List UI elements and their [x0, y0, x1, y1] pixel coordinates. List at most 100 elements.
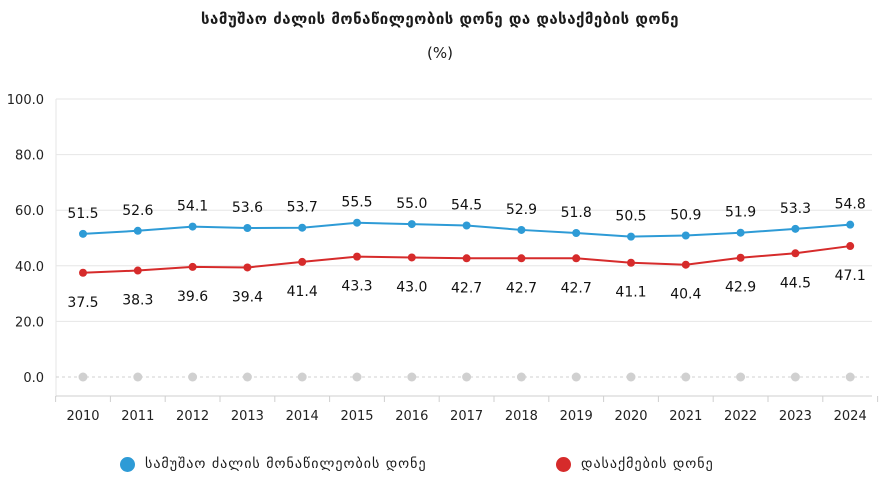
baseline-marker — [516, 372, 526, 382]
data-label: 52.9 — [506, 202, 537, 218]
legend-item-employment[interactable]: დასაქმების დონე — [556, 456, 714, 472]
data-label: 54.5 — [451, 197, 482, 213]
data-label: 47.1 — [835, 268, 866, 284]
data-point — [846, 242, 855, 251]
chart-title: სამუშაო ძალის მონაწილეობის დონე და დასაქ… — [200, 10, 679, 28]
x-tick-label: 2016 — [395, 409, 428, 424]
data-label: 50.9 — [670, 207, 701, 223]
data-point — [627, 232, 635, 241]
data-point — [353, 252, 361, 261]
x-tick-label: 2022 — [724, 409, 757, 424]
x-tick-label: 2024 — [834, 409, 867, 424]
data-label: 39.6 — [177, 289, 208, 305]
data-point — [517, 254, 526, 263]
data-label: 50.5 — [615, 209, 646, 225]
data-point — [243, 223, 252, 232]
x-tick-label: 2011 — [121, 409, 154, 424]
data-point — [572, 228, 581, 237]
baseline-marker — [681, 372, 691, 382]
data-point — [791, 249, 800, 258]
data-label: 43.3 — [341, 279, 372, 295]
data-label: 54.1 — [177, 199, 208, 215]
x-tick-label: 2013 — [231, 409, 264, 424]
x-tick-label: 2015 — [340, 409, 373, 424]
data-point — [188, 222, 197, 231]
data-label: 40.4 — [670, 287, 701, 303]
data-point — [243, 263, 252, 272]
data-label: 38.3 — [122, 293, 153, 309]
data-label: 53.7 — [287, 200, 318, 216]
data-point — [133, 226, 142, 235]
baseline-marker — [790, 372, 800, 382]
data-point — [462, 221, 471, 230]
data-point — [353, 218, 361, 227]
data-label: 42.7 — [506, 280, 537, 296]
data-label: 42.7 — [451, 280, 482, 296]
data-label: 42.9 — [725, 280, 756, 296]
x-tick-label: 2010 — [66, 409, 99, 424]
x-tick-label: 2021 — [669, 409, 702, 424]
y-tick-label: 20.0 — [15, 315, 44, 330]
y-tick-label: 0.0 — [23, 371, 44, 386]
data-label: 55.5 — [341, 195, 372, 211]
baseline-marker — [462, 372, 472, 382]
data-point — [681, 231, 690, 240]
x-tick-label: 2018 — [505, 409, 538, 424]
y-tick-label: 80.0 — [15, 149, 44, 164]
data-label: 39.4 — [232, 289, 263, 305]
data-label: 41.4 — [287, 284, 318, 300]
baseline-marker — [845, 372, 855, 382]
data-point — [79, 229, 87, 238]
y-tick-label: 60.0 — [15, 204, 44, 219]
x-tick-label: 2012 — [176, 409, 209, 424]
data-point — [627, 258, 635, 267]
legend-label-employment: დასაქმების დონე — [581, 456, 714, 472]
legend-label-participation: სამუშაო ძალის მონაწილეობის დონე — [145, 456, 427, 472]
legend-marker-participation — [120, 456, 135, 472]
data-point — [462, 254, 471, 263]
data-label: 44.5 — [780, 275, 811, 291]
data-point — [298, 223, 307, 232]
baseline-marker — [242, 372, 252, 382]
baseline-marker — [188, 372, 198, 382]
data-point — [298, 257, 307, 266]
data-label: 37.5 — [67, 295, 98, 311]
baseline-marker — [352, 372, 362, 382]
data-label: 43.0 — [396, 279, 427, 295]
data-label: 52.6 — [122, 203, 153, 219]
baseline-marker — [78, 372, 88, 382]
data-point — [572, 254, 581, 263]
data-label: 54.8 — [835, 197, 866, 213]
y-tick-label: 40.0 — [15, 260, 44, 275]
x-tick-label: 2014 — [286, 409, 319, 424]
data-label: 51.5 — [67, 206, 98, 222]
data-point — [79, 268, 87, 277]
data-point — [517, 225, 526, 234]
data-point — [681, 260, 690, 269]
data-point — [736, 228, 745, 237]
data-point — [188, 262, 197, 271]
data-point — [791, 224, 800, 233]
data-label: 51.8 — [561, 205, 592, 221]
baseline-marker — [407, 372, 417, 382]
baseline-marker — [626, 372, 636, 382]
data-point — [407, 220, 416, 229]
baseline-marker — [133, 372, 143, 382]
baseline-marker — [736, 372, 746, 382]
data-label: 55.0 — [396, 196, 427, 212]
legend-marker-employment — [556, 456, 571, 472]
data-label: 42.7 — [561, 280, 592, 296]
x-tick-label: 2019 — [560, 409, 593, 424]
data-label: 41.1 — [615, 285, 646, 301]
data-label: 53.6 — [232, 200, 263, 216]
x-tick-label: 2020 — [614, 409, 647, 424]
x-tick-label: 2023 — [779, 409, 812, 424]
baseline-marker — [297, 372, 307, 382]
baseline-marker — [571, 372, 581, 382]
legend-item-participation[interactable]: სამუშაო ძალის მონაწილეობის დონე — [120, 456, 427, 472]
x-tick-label: 2017 — [450, 409, 483, 424]
data-label: 53.3 — [780, 201, 811, 217]
chart-subtitle: (%) — [427, 44, 453, 62]
data-label: 51.9 — [725, 205, 756, 221]
y-tick-label: 100.0 — [7, 93, 44, 108]
